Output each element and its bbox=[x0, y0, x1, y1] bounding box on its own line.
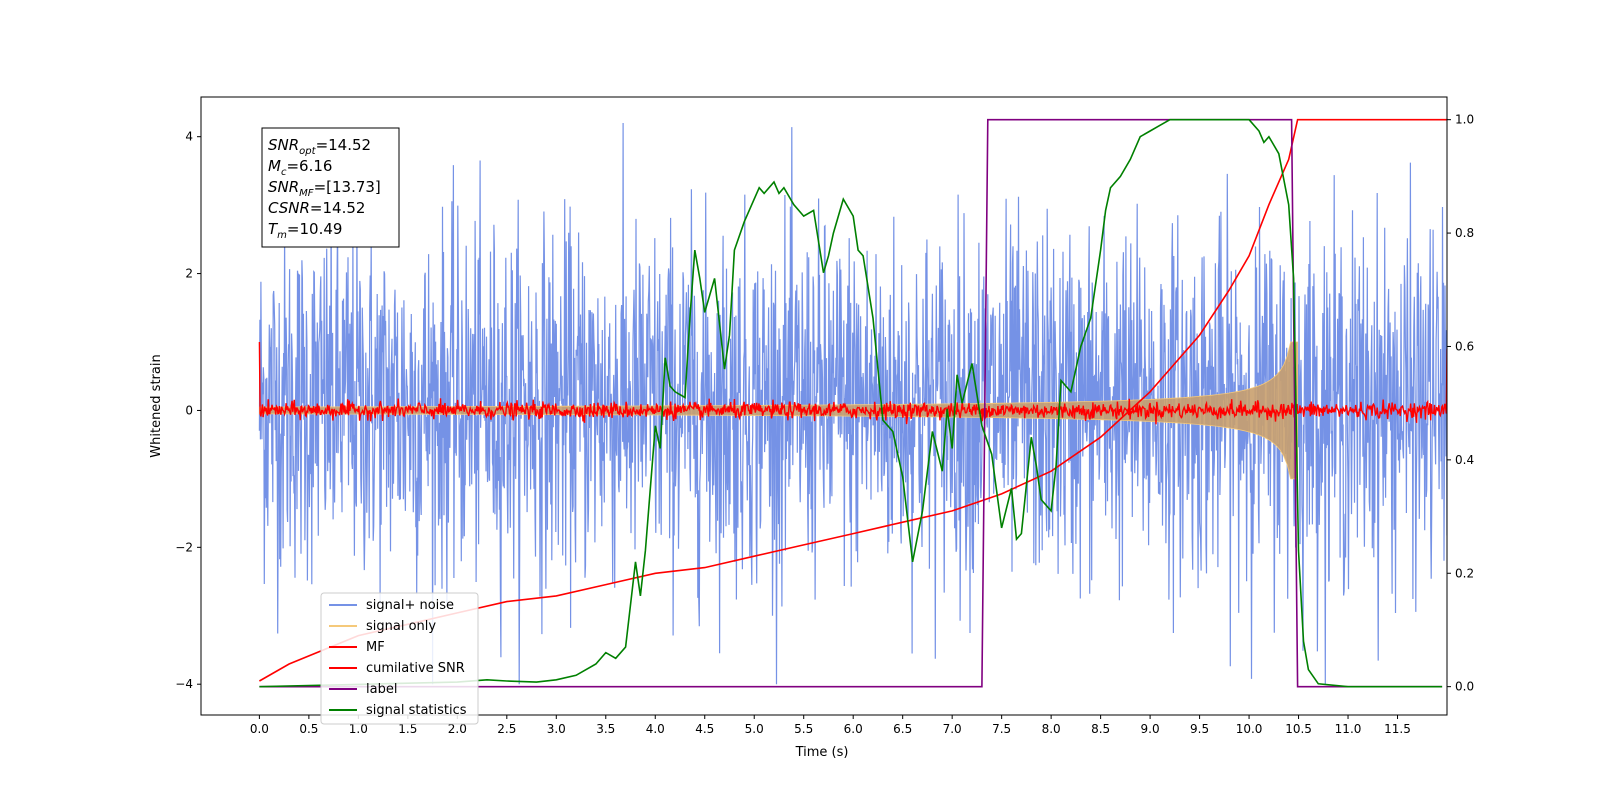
x-tick-label: 6.5 bbox=[893, 722, 912, 736]
y-axis-label: Whitened strain bbox=[149, 354, 164, 457]
y-tick-label-left: 4 bbox=[185, 130, 193, 144]
x-tick-label: 8.0 bbox=[1042, 722, 1061, 736]
x-tick-label: 4.0 bbox=[646, 722, 665, 736]
y-tick-label-right: 0.0 bbox=[1455, 680, 1474, 694]
y-axis-right: 0.0 0.2 0.4 0.6 0.8 1.0 bbox=[1447, 113, 1474, 694]
series-layer bbox=[258, 118, 1447, 688]
x-tick-label: 0.0 bbox=[250, 722, 269, 736]
x-tick-label: 0.5 bbox=[299, 722, 318, 736]
legend-label: signal statistics bbox=[366, 703, 467, 718]
legend-label: MF bbox=[366, 640, 385, 655]
series-mf bbox=[258, 341, 1447, 425]
x-tick-label: 11.0 bbox=[1335, 722, 1362, 736]
x-tick-label: 2.0 bbox=[448, 722, 467, 736]
y-tick-label-right: 0.6 bbox=[1455, 339, 1474, 353]
annotation-box: SNRopt=14.52 Mc=6.16 SNRMF=[13.73] CSNR=… bbox=[261, 127, 400, 248]
legend-label: signal only bbox=[366, 619, 436, 634]
series-signal-statistics bbox=[259, 118, 1443, 688]
x-tick-label: 11.5 bbox=[1384, 722, 1411, 736]
annotation-snr-opt: SNRopt=14.52 bbox=[268, 136, 371, 157]
y-axis-left: −4 −2 0 2 4 bbox=[175, 130, 201, 691]
y-tick-label-right: 0.8 bbox=[1455, 226, 1474, 240]
legend-signal-noise: signal+ noise bbox=[329, 598, 454, 613]
y-tick-label-left: −4 bbox=[175, 677, 193, 691]
annotation-snr-mf: SNRMF=[13.73] bbox=[268, 178, 381, 199]
legend-signal-statistics: signal statistics bbox=[329, 703, 467, 718]
x-tick-label: 10.0 bbox=[1236, 722, 1263, 736]
x-axis-label: Time (s) bbox=[795, 745, 849, 760]
x-tick-label: 2.5 bbox=[497, 722, 516, 736]
legend-label: label bbox=[366, 682, 397, 697]
x-tick-label: 9.5 bbox=[1190, 722, 1209, 736]
x-tick-label: 1.5 bbox=[398, 722, 417, 736]
x-axis: 0.0 0.5 1.0 1.5 2.0 2.5 3.0 3.5 4.0 4.5 5.0 5.5 6.0 6… bbox=[250, 715, 1411, 736]
x-tick-label: 1.0 bbox=[349, 722, 368, 736]
x-tick-label: 6.0 bbox=[844, 722, 863, 736]
y-tick-label-left: 2 bbox=[185, 267, 193, 281]
legend-mf: MF bbox=[329, 640, 385, 655]
y-tick-label-left: −2 bbox=[175, 540, 193, 554]
x-tick-label: 4.5 bbox=[695, 722, 714, 736]
y-tick-label-left: 0 bbox=[185, 403, 193, 417]
legend-label: signal+ noise bbox=[366, 598, 454, 613]
x-tick-label: 9.0 bbox=[1141, 722, 1160, 736]
x-tick-label: 8.5 bbox=[1091, 722, 1110, 736]
legend-label: cumilative SNR bbox=[366, 661, 465, 676]
legend: signal+ noise signal only MF cumilative SNR… bbox=[320, 592, 479, 725]
legend-frame bbox=[320, 592, 479, 725]
y-tick-label-right: 1.0 bbox=[1455, 113, 1474, 127]
x-tick-label: 3.5 bbox=[596, 722, 615, 736]
y-tick-label-right: 0.2 bbox=[1455, 566, 1474, 580]
annotation-csnr: CSNR=14.52 bbox=[268, 199, 365, 217]
x-tick-label: 5.5 bbox=[794, 722, 813, 736]
x-tick-label: 7.0 bbox=[943, 722, 962, 736]
series-label bbox=[259, 118, 1443, 688]
annotation-tm: Tm=10.49 bbox=[268, 220, 342, 241]
x-tick-label: 10.5 bbox=[1285, 722, 1312, 736]
legend-signal-only: signal only bbox=[329, 619, 436, 634]
legend-label: label bbox=[329, 682, 397, 697]
legend-cumulative-snr: cumilative SNR bbox=[329, 661, 465, 676]
annotation-mc: Mc=6.16 bbox=[268, 157, 332, 178]
x-tick-label: 5.0 bbox=[745, 722, 764, 736]
plot-frame bbox=[200, 96, 1448, 716]
x-tick-label: 7.5 bbox=[992, 722, 1011, 736]
x-tick-label: 3.0 bbox=[547, 722, 566, 736]
y-tick-label-right: 0.4 bbox=[1455, 453, 1474, 467]
